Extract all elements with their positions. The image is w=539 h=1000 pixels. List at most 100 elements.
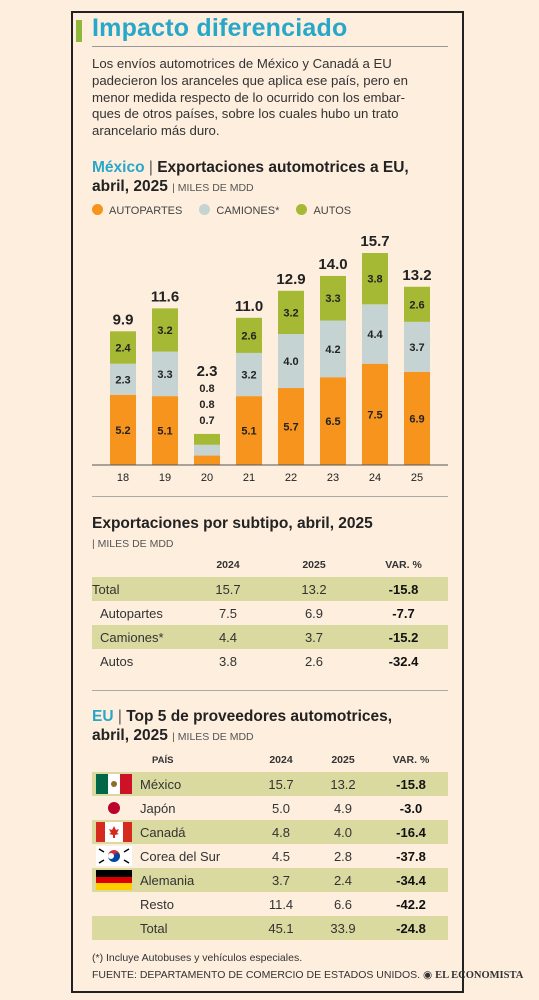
cell-2024: 7.5 [218, 605, 238, 621]
cell-2025: 2.8 [333, 848, 353, 864]
legend-label: AUTOS [313, 205, 352, 217]
cell-var: -42.2 [396, 896, 426, 912]
section-divider [92, 690, 448, 691]
bar-segment [362, 363, 388, 465]
bar-segment [404, 286, 430, 322]
top5-title-line1: Top 5 de proveedores automotrices, [126, 708, 393, 725]
row-label: Autopartes [100, 605, 163, 621]
data-label: 4.0 [283, 356, 298, 368]
title-separator: | [117, 708, 122, 725]
total-label: 15.7 [360, 233, 389, 250]
table-row: Camiones* 4.4 3.7 -15.2 [92, 625, 448, 649]
cell-2025: 6.9 [304, 605, 324, 621]
data-label: 3.2 [241, 370, 256, 382]
legend-item-autos: AUTOS [296, 204, 351, 217]
top5-units: | MILES DE MDD [172, 731, 254, 743]
cell-2024: 11.4 [268, 896, 294, 912]
cell-var: -16.4 [396, 824, 426, 840]
data-label: 4.4 [367, 329, 383, 341]
x-tick-label: 20 [201, 472, 213, 484]
total-label: 14.0 [318, 256, 347, 273]
country-name: Resto [140, 896, 174, 912]
bar-segment [278, 290, 304, 335]
data-label: 2.6 [241, 330, 256, 342]
bar-segment [320, 320, 346, 378]
table-row: Japón 5.0 4.9 -3.0 [92, 796, 448, 820]
canada-flag-icon [96, 822, 132, 842]
intro-line: padecieron los aranceles que aplica ese … [92, 72, 408, 88]
cell-2025: 13.2 [301, 581, 327, 597]
country-name: Japón [140, 800, 176, 816]
bar-segment [278, 388, 304, 465]
cell-var: -32.4 [388, 653, 419, 669]
data-label: 5.2 [115, 425, 130, 437]
cell-2024: 3.8 [218, 653, 238, 669]
intro-line: arancelario más duro. [92, 123, 220, 139]
intro-line: Los envíos automotrices de México y Cana… [92, 56, 392, 71]
x-tick-label: 24 [369, 472, 381, 484]
chart-title-line2: abril, 2025 [92, 178, 168, 195]
flag-cell [92, 796, 140, 820]
legend-swatch [199, 204, 211, 215]
data-label: 3.3 [157, 369, 172, 381]
table-row: Alemania 3.7 2.4 -34.4 [92, 868, 448, 892]
cell-2025: 4.9 [333, 800, 353, 816]
country-name: Corea del Sur [140, 848, 221, 864]
cell-var: -15.8 [396, 776, 426, 792]
table-header [92, 553, 187, 577]
bar-segment [152, 396, 178, 465]
chart-country: México [92, 159, 145, 176]
chart-units: | MILES DE MDD [172, 182, 254, 194]
bar-segment [236, 396, 262, 465]
bar-segment [404, 321, 430, 372]
flag-cell [92, 844, 140, 868]
table-header-row: 2024 2025 VAR. % [92, 553, 448, 577]
chart-units-text: MILES DE MDD [177, 182, 254, 194]
data-label: 2.6 [409, 299, 424, 311]
flag-cell [92, 868, 140, 892]
total-label: 13.2 [402, 267, 431, 284]
top5-table: PAÍS 2024 2025 VAR. % México 15.7 13.2 -… [92, 748, 448, 940]
data-label: 4.2 [325, 344, 340, 356]
flag-cell [92, 820, 140, 844]
bar-segment [110, 331, 136, 364]
source-line: FUENTE: DEPARTAMENTO DE COMERCIO DE ESTA… [92, 969, 523, 981]
page-title: Impacto diferenciado [92, 14, 348, 42]
table-header: 2025 [331, 754, 355, 766]
table-row: Corea del Sur 4.5 2.8 -37.8 [92, 844, 448, 868]
germany-flag-icon [96, 870, 132, 890]
cell-2024: 4.4 [218, 629, 238, 645]
bar-segment [110, 363, 136, 395]
cell-2025: 4.0 [333, 824, 353, 840]
total-label: 11.6 [151, 288, 179, 305]
cell-2025: 2.6 [304, 653, 324, 669]
data-label: 7.5 [367, 409, 382, 421]
bar-segment [152, 351, 178, 397]
data-label: 3.8 [367, 274, 382, 286]
bar-segment [278, 334, 304, 389]
cell-var: -24.8 [396, 920, 426, 936]
table-header-row: PAÍS 2024 2025 VAR. % [92, 748, 448, 772]
total-label: 9.9 [113, 311, 134, 328]
cell-var: -15.8 [388, 581, 419, 597]
bar-segment [236, 317, 262, 353]
legend-item-camiones: CAMIONES* [199, 204, 279, 217]
japan-flag-icon [96, 798, 132, 818]
intro-line: menor medida respecto de lo ocurrido con… [92, 89, 405, 105]
flag-cell [92, 772, 140, 796]
bar-segment [236, 352, 262, 397]
x-tick-label: 25 [411, 472, 423, 484]
chart-title-line1: Exportaciones automotrices a EU, [157, 159, 409, 176]
country-name: Canadá [140, 824, 186, 840]
data-label: 3.2 [157, 325, 172, 337]
top5-title-line2: abril, 2025 [92, 727, 168, 744]
chart-title: México | Exportaciones automotrices a EU… [92, 158, 409, 198]
cell-var: -15.2 [388, 629, 419, 645]
cell-2024: 45.1 [268, 920, 294, 936]
cell-var: -7.7 [392, 605, 415, 621]
table-row: Resto 11.4 6.6 -42.2 [92, 892, 448, 916]
bar-segment [194, 433, 220, 445]
data-label: 3.3 [325, 293, 340, 305]
row-label: Autos [100, 653, 134, 669]
brand-name: EL ECONOMISTA [435, 970, 524, 981]
